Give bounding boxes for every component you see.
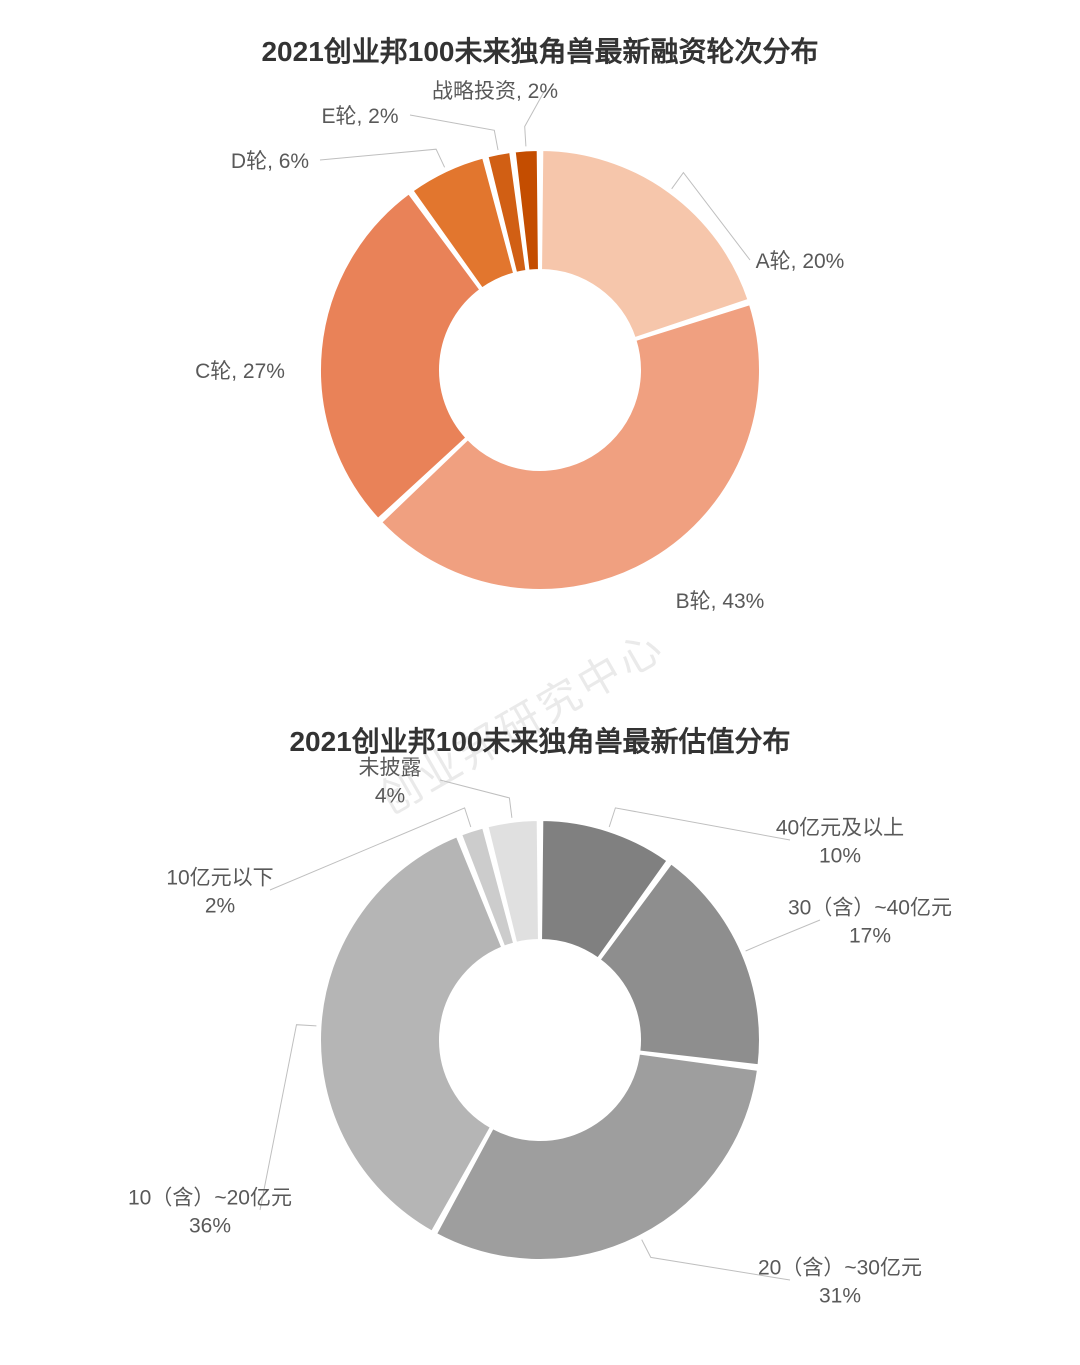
slice-label-line1: 30（含）~40亿元 — [788, 892, 952, 922]
slice-label-line1: 20（含）~30亿元 — [758, 1252, 922, 1282]
chart1-donut — [0, 0, 1080, 700]
slice-label: 未披露 4% — [359, 752, 422, 809]
slice-label: A轮, 20% — [756, 245, 845, 275]
slice-label-line2: 10% — [776, 845, 904, 869]
slice-label-line1: 40亿元及以上 — [776, 812, 904, 842]
slice-label: 10（含）~20亿元 36% — [128, 1182, 292, 1239]
slice-label: 20（含）~30亿元 31% — [758, 1252, 922, 1309]
slice-label: 战略投资, 2% — [432, 75, 558, 105]
slice-label: E轮, 2% — [321, 100, 398, 130]
slice-label: 10亿元以下 2% — [166, 862, 273, 919]
slice-label: B轮, 43% — [676, 585, 765, 615]
slice-label-line1: 10亿元以下 — [166, 862, 273, 892]
leader-line — [320, 149, 445, 167]
slice-label-line2: 2% — [166, 895, 273, 919]
leader-line — [440, 780, 512, 818]
slice-label: 30（含）~40亿元 17% — [788, 892, 952, 949]
page: 创业邦研究中心 2021创业邦100未来独角兽最新融资轮次分布 2021创业邦1… — [0, 0, 1080, 1365]
leader-line — [410, 115, 498, 150]
donut-slice — [436, 1054, 758, 1260]
slice-label-line2: 4% — [359, 785, 422, 809]
slice-label: 40亿元及以上 10% — [776, 812, 904, 869]
slice-label-line1: 未披露 — [359, 752, 422, 782]
donut-slice — [541, 150, 748, 338]
slice-label-line2: 17% — [788, 925, 952, 949]
slice-label-line1: 10（含）~20亿元 — [128, 1182, 292, 1212]
slice-label-line2: 36% — [128, 1215, 292, 1239]
slice-label: C轮, 27% — [195, 355, 285, 385]
slice-label: D轮, 6% — [231, 145, 309, 175]
leader-line — [609, 808, 790, 840]
slice-label-line2: 31% — [758, 1285, 922, 1309]
